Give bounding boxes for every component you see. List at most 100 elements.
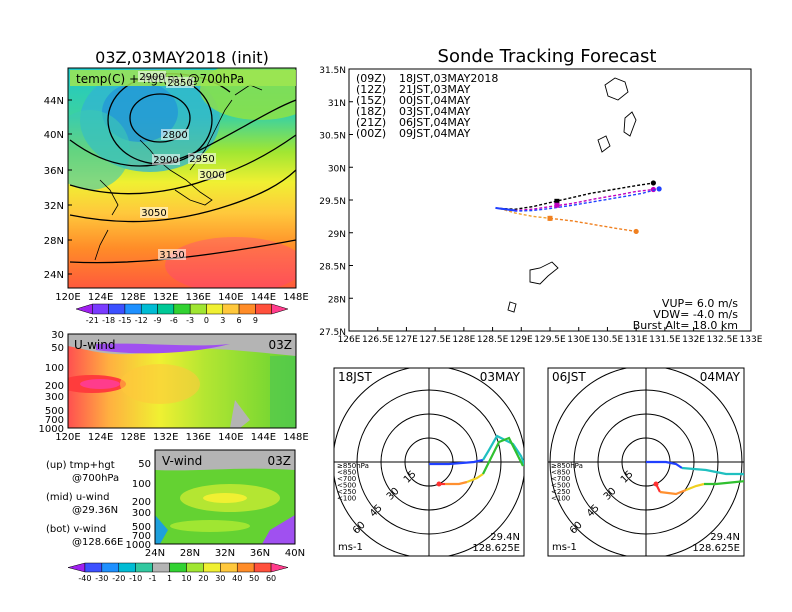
tracking-series-endpoint — [656, 186, 662, 192]
colorbar-segment — [75, 303, 93, 315]
contour-label: 3050 — [141, 208, 166, 219]
colorbar-segment — [157, 303, 175, 315]
colorbar-segment — [124, 303, 142, 315]
wind-colorbar-label: 60 — [266, 574, 276, 583]
contour-label-bg — [161, 129, 189, 140]
uwind-cross-section — [68, 334, 296, 428]
legend-label: 03JST,04MAY — [399, 105, 471, 118]
polar-level-label: <250 — [551, 488, 570, 496]
vwind-y-label: 1000 — [126, 540, 151, 551]
tracking-series-line — [499, 207, 551, 219]
contour-label-bg — [198, 169, 226, 180]
vwind-x-label: 36N — [250, 548, 270, 559]
tracking-x-label: 130.5E — [592, 335, 624, 345]
tracking-x-label: 131E — [625, 335, 648, 345]
uwind-x-axis: 120E 124E 128E 132E 136E 140E 144E 148E — [55, 432, 308, 443]
uwind-y-label: 700 — [45, 415, 64, 426]
contour-label: 2850 — [167, 78, 192, 89]
tracking-legend: (09Z) 18JST,03MAY2018 (12Z) 21JST,03MAY (15Z… — [356, 72, 498, 140]
uwind-time: 03Z — [269, 338, 293, 352]
polar-level-label: <850 — [551, 469, 570, 477]
polar-level-label: <100 — [551, 495, 570, 503]
uwind-x-label: 120E — [55, 432, 80, 443]
legend-code: (00Z) — [356, 127, 386, 140]
wind-colorbar-label: -40 — [78, 574, 91, 583]
legend-code: (12Z) — [356, 83, 386, 96]
tracking-series-line — [499, 188, 660, 212]
polar-level-label: <100 — [337, 495, 356, 503]
tracking-marker — [554, 198, 560, 204]
tracking-x-label: 128.5E — [477, 335, 509, 345]
wind-colorbar-label: 10 — [181, 574, 191, 583]
polar-level-label: <250 — [337, 488, 356, 496]
legend-note-line2: @700hPa — [72, 473, 119, 484]
tracking-y-label: 29N — [328, 230, 346, 240]
param-burst: Burst Alt= 18.0 km — [633, 319, 738, 332]
wind-colorbar-label: 30 — [215, 574, 225, 583]
colorbar-label: -6 — [170, 316, 178, 325]
colorbar-segment — [189, 303, 207, 315]
tracking-series-endpoint — [650, 186, 656, 193]
uwind-y-label: 1000 — [39, 424, 64, 435]
polar-trace-segment — [685, 482, 705, 492]
map-lon-label: 144E — [251, 292, 276, 303]
colorbar-segment — [108, 303, 126, 315]
colorbar-segment — [222, 303, 240, 315]
uwind-y-label: 200 — [45, 381, 64, 392]
colorbar-label: -3 — [186, 316, 194, 325]
wind-colorbar-segment — [236, 562, 255, 573]
wind-colorbar-label: 20 — [198, 574, 208, 583]
polar-lat: 29.4N — [490, 532, 520, 543]
legend-note-line1: (mid) u-wind — [46, 492, 109, 503]
polar-plot — [548, 368, 744, 556]
wind-colorbar-segment — [135, 562, 153, 573]
map-lon-label: 136E — [186, 292, 211, 303]
polar-unit: ms-1 — [552, 542, 577, 553]
tracking-y-label: 27.5N — [319, 328, 346, 338]
colorbar-segment — [255, 303, 272, 315]
polar-lat: 29.4N — [710, 532, 740, 543]
polar-trace-segment — [466, 473, 484, 484]
map-lon-label: 148E — [283, 292, 308, 303]
legend-note-line2: @29.36N — [72, 505, 118, 516]
polar-trace-segment — [482, 436, 524, 475]
wind-colorbar-segment — [118, 562, 136, 573]
temperature-map — [68, 68, 296, 288]
colorbar-label: -21 — [86, 316, 99, 325]
colorbar-label: 6 — [237, 316, 242, 325]
polar-trace-segment — [646, 460, 683, 469]
polar-start-point — [436, 481, 442, 487]
vwind-label: V-wind — [162, 454, 202, 468]
colorbar-label: 3 — [220, 316, 225, 325]
tracking-plot-area: 126E 126.5E 127E 127.5E 128E 128.5E 129E 129.5E… — [319, 66, 763, 345]
temperature-colorbar: -21 -18 -15 -12 -9 -6 -3 0 3 6 9 — [75, 303, 289, 325]
map-lat-label: 32N — [44, 201, 64, 212]
map-lon-label: 124E — [88, 292, 113, 303]
tracking-x-label: 129E — [510, 335, 533, 345]
tracking-x-label: 127.5E — [419, 335, 451, 345]
tracking-x-label: 127E — [395, 335, 418, 345]
polar-date: 03MAY — [480, 370, 521, 384]
wind-colorbar-segment — [270, 562, 289, 573]
polar-lon: 128.625E — [692, 543, 740, 554]
legend-label: 06JST,04MAY — [399, 116, 471, 129]
contour-label: 3150 — [159, 250, 184, 261]
contour-label: 3000 — [199, 170, 224, 181]
map-lat-label: 40N — [44, 130, 64, 141]
map-lat-label: 28N — [44, 236, 64, 247]
map-lon-axis: 120E 124E 128E 132E 136E 140E 144E 148E — [55, 292, 308, 303]
colorbar-label: 9 — [253, 316, 258, 325]
tracking-series — [495, 180, 662, 235]
wind-colorbar-label: 1 — [167, 574, 172, 583]
vwind-y-label: 100 — [132, 479, 151, 490]
tracking-y-label: 29.5N — [319, 197, 346, 207]
tracking-y-label: 30.5N — [319, 132, 346, 142]
contour-label: 2900 — [153, 155, 178, 166]
uwind-x-label: 124E — [88, 432, 113, 443]
polar-level-label: ≥850hPa — [337, 462, 369, 470]
tracking-series-line — [499, 182, 654, 210]
legend-label: 18JST,03MAY2018 — [399, 72, 498, 85]
tracking-marker — [547, 215, 553, 221]
